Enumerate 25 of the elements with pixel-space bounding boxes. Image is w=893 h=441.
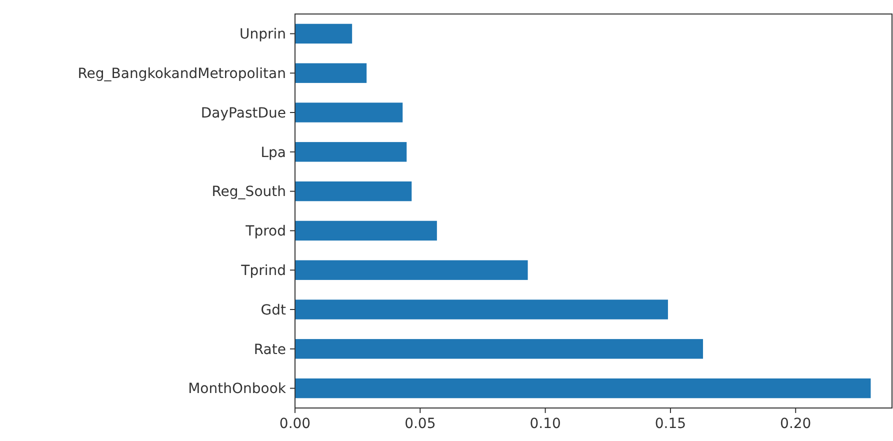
x-tick-label: 0.20 [780,416,812,432]
y-tick-label: MonthOnbook [188,381,287,398]
x-tick-label: 0.05 [404,416,436,432]
y-tick-label: DayPastDue [200,105,286,122]
bar [295,260,528,280]
bar [295,378,871,398]
y-tick-label: Gdt [260,302,286,318]
y-tick-label: Reg_South [212,184,286,200]
bar [295,63,367,83]
bar [295,181,412,202]
bar [295,300,668,320]
y-tick-label: Tprod [244,224,286,240]
x-tick-label: 0.15 [654,416,686,432]
y-tick-label: Unprin [239,26,286,43]
bar [295,102,403,122]
bar [295,339,704,359]
bar [295,220,437,241]
y-tick-label: Reg_BangkokandMetropolitan [78,66,286,82]
y-tick-label: Tprind [240,263,286,279]
x-tick-label: 0.10 [530,416,561,432]
x-tick-label: 0.00 [279,416,311,432]
y-tick-label: Rate [254,342,286,358]
bar [295,24,352,44]
y-tick-label: Lpa [260,144,286,161]
bar [295,142,407,162]
